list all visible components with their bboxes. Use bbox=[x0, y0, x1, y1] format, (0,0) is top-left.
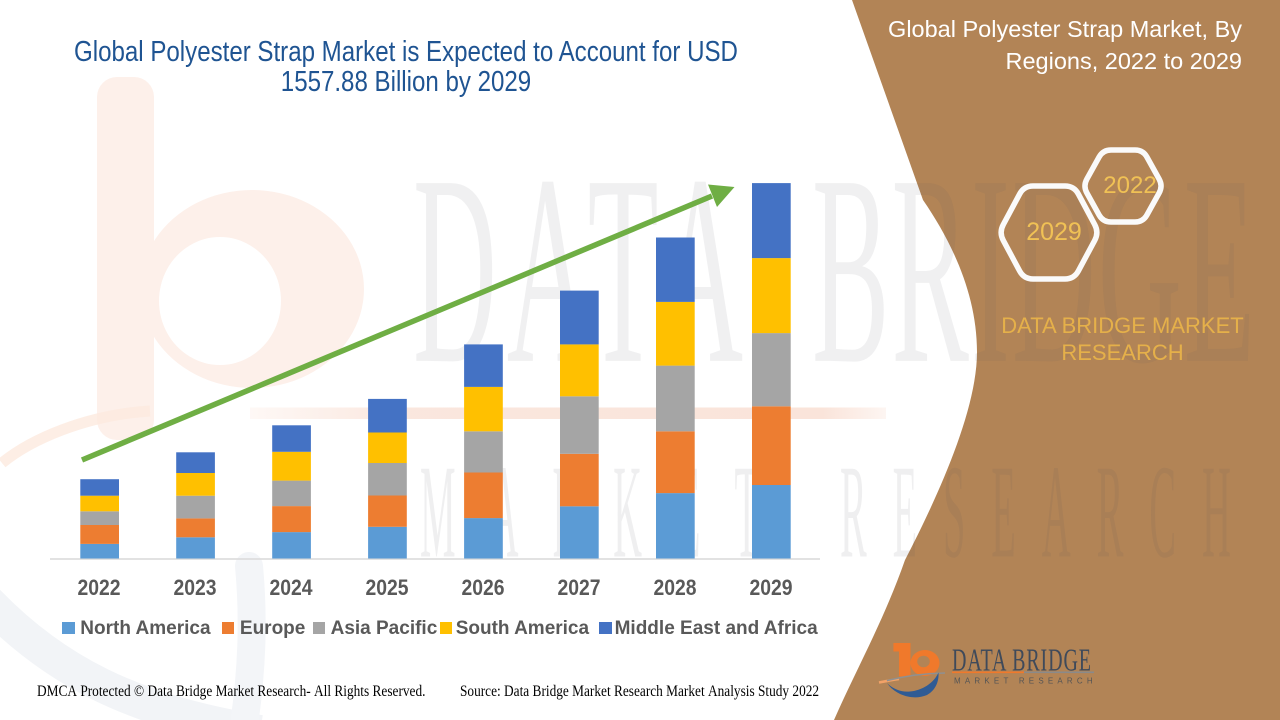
svg-text:DATA BRIDGE: DATA BRIDGE bbox=[952, 642, 1092, 678]
svg-text:MARKET RESEARCH: MARKET RESEARCH bbox=[954, 677, 1097, 686]
